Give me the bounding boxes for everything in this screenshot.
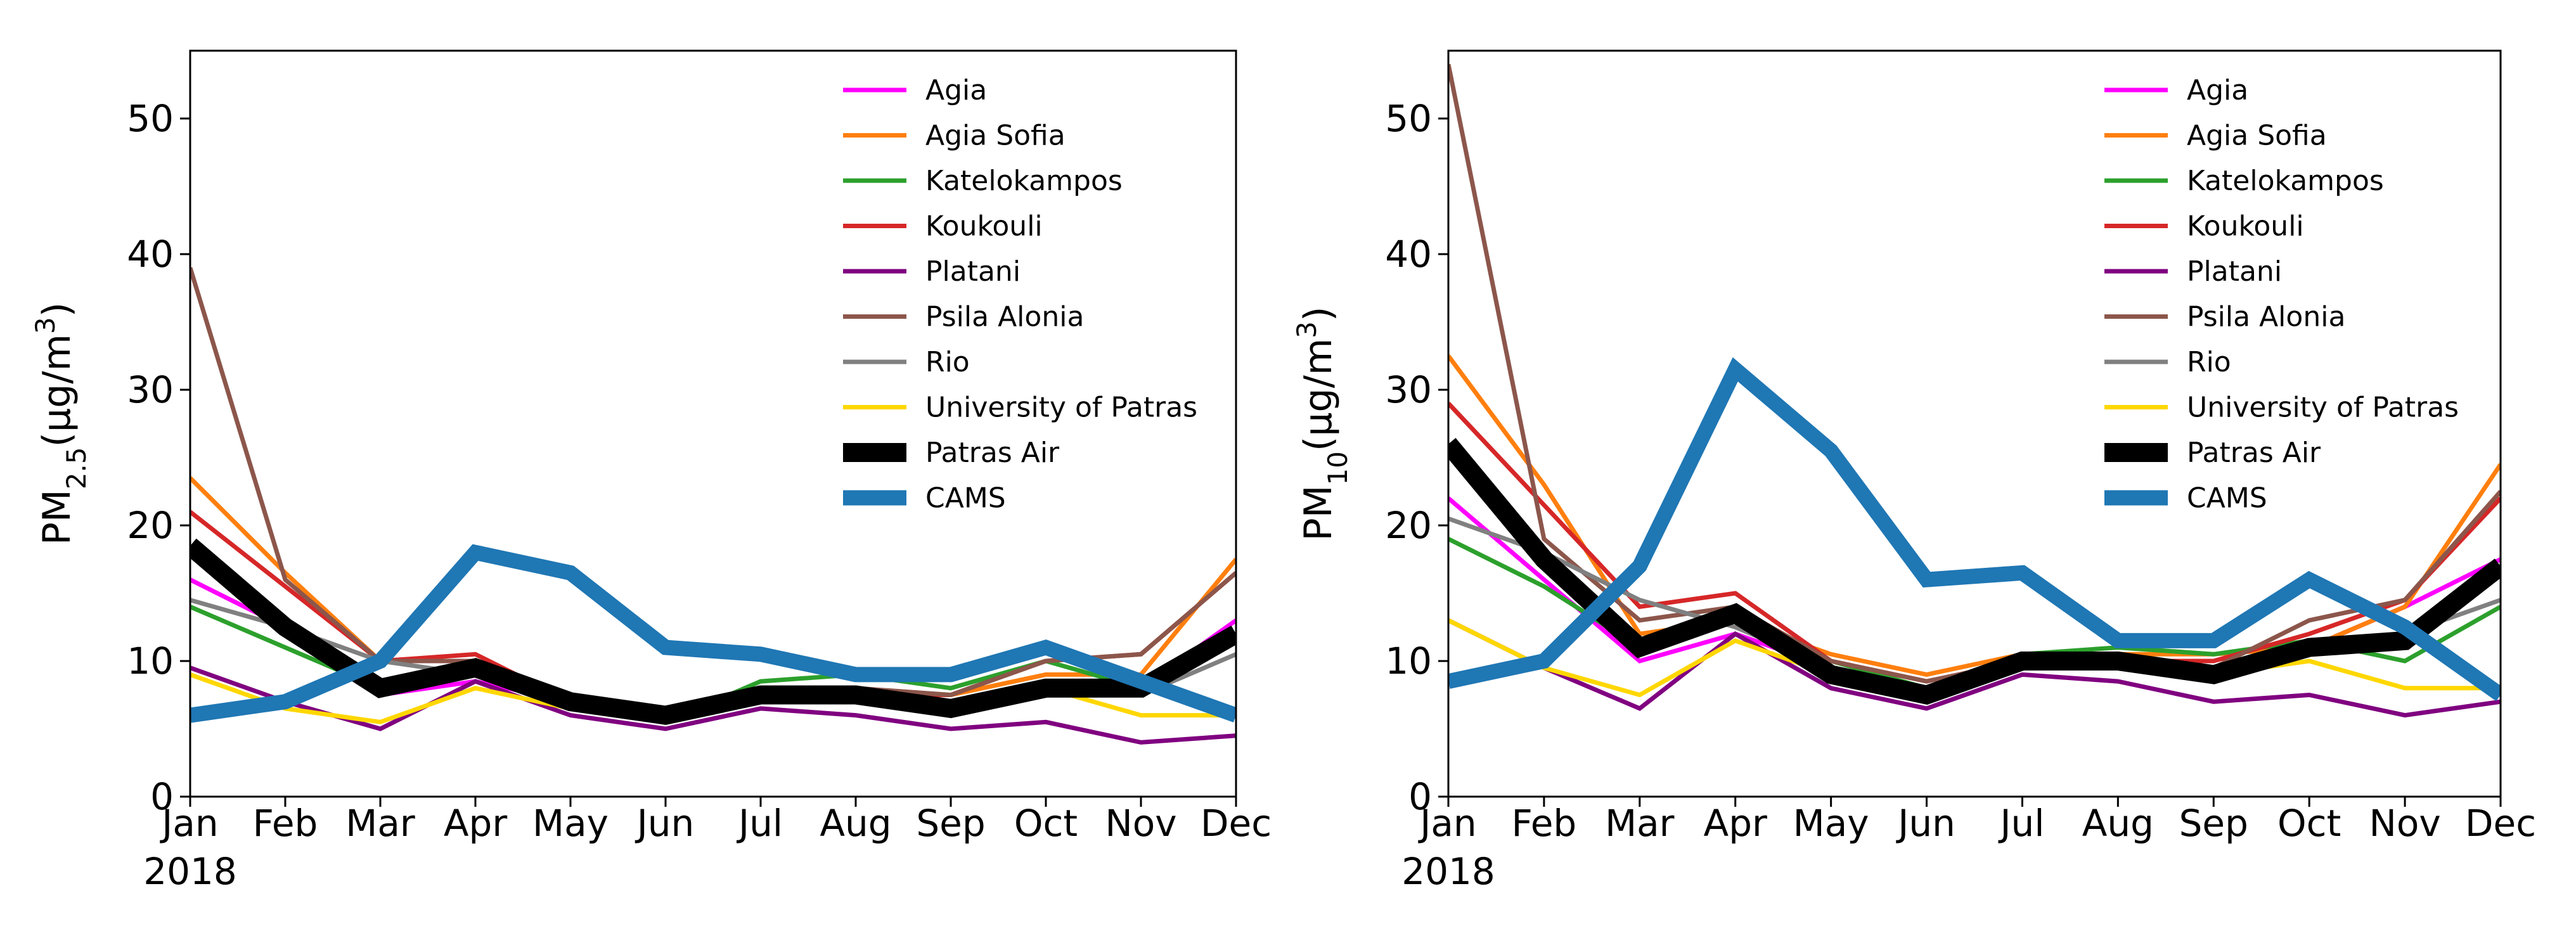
y-tick-label: 0 — [1408, 775, 1432, 818]
x-tick-label: Jul — [1998, 802, 2044, 845]
legend-label: Koukouli — [2187, 210, 2304, 243]
year-label: 2018 — [1401, 850, 1495, 893]
series-lines — [1448, 63, 2501, 718]
y-tick-label: 0 — [150, 775, 174, 818]
y-tick-label: 30 — [1385, 368, 1432, 411]
y-axis-label: PM2.5(μg/m3) — [30, 302, 92, 545]
pm10-chart: 0 10 20 30 40 50 Jan Feb Mar Apr May Jun Jul Aug Sep Oc… — [1291, 49, 2536, 893]
x-tick-label: Oct — [2277, 802, 2341, 845]
legend-label: Platani — [925, 255, 1021, 288]
legend-label: Patras Air — [925, 437, 1060, 469]
y-tick-label: 40 — [127, 233, 174, 276]
x-tick-label: Aug — [820, 802, 891, 845]
legend-label: Platani — [2187, 255, 2282, 288]
legend-label: Agia — [925, 74, 987, 106]
legend: Agia Agia Sofia Katelokampos Koukouli Platan… — [843, 74, 1197, 515]
series-line-psila-alonia — [190, 267, 1236, 711]
series-line-cams — [1448, 357, 2501, 702]
x-tick-label: Jun — [635, 802, 695, 845]
x-tick-label: Sep — [916, 802, 985, 845]
x-tick-label: Jul — [737, 802, 783, 845]
year-label: 2018 — [143, 850, 237, 893]
legend-label: University of Patras — [2187, 392, 2459, 424]
x-tick-label: Jan — [160, 802, 218, 845]
x-tick-label: Apr — [1704, 802, 1767, 845]
legend-label: University of Patras — [925, 392, 1197, 424]
y-tick-label: 10 — [1385, 639, 1432, 683]
x-tick-label: Feb — [1512, 802, 1577, 845]
y-tick-label: 50 — [127, 97, 174, 140]
x-tick-label: May — [532, 802, 609, 845]
series-lines — [190, 267, 1236, 745]
series-line-patras-air — [1448, 438, 2501, 705]
legend-label: Koukouli — [925, 210, 1043, 243]
legend-label: Rio — [2187, 346, 2231, 378]
legend-label: Patras Air — [2187, 437, 2321, 469]
legend-label: Agia — [2187, 74, 2248, 106]
y-tick-label: 20 — [127, 504, 174, 547]
plot-frame — [189, 49, 1237, 798]
y-tick-label: 40 — [1385, 233, 1432, 276]
legend-label: Psila Alonia — [925, 301, 1084, 333]
legend-label: Katelokampos — [925, 165, 1123, 197]
plot-frame — [1447, 49, 2502, 798]
pm25-chart: 0 10 20 30 40 50 Jan Feb Mar Apr May Jun Jul Aug Sep Oc… — [30, 49, 1272, 893]
x-tick-label: May — [1793, 802, 1869, 845]
y-tick-label: 50 — [1385, 97, 1432, 140]
x-tick-label: Dec — [2465, 802, 2536, 845]
series-line-platani — [1448, 618, 2501, 718]
x-tick-label: Mar — [1605, 802, 1675, 845]
x-tick-label: Feb — [253, 802, 318, 845]
x-tick-label: Oct — [1014, 802, 1078, 845]
x-tick-label: Nov — [1105, 802, 1176, 845]
legend-label: CAMS — [925, 482, 1006, 515]
legend-label: Rio — [925, 346, 970, 378]
legend-label: Psila Alonia — [2187, 301, 2345, 333]
series-line-platani — [190, 665, 1236, 745]
x-tick-label: Aug — [2082, 802, 2154, 845]
legend: Agia Agia Sofia Katelokampos Koukouli Platan… — [2104, 74, 2459, 515]
y-tick-label: 30 — [127, 368, 174, 411]
y-tick-label: 10 — [127, 639, 174, 683]
x-tick-label: Jan — [1418, 802, 1476, 845]
series-line-cams — [190, 544, 1236, 723]
legend-label: Agia Sofia — [925, 120, 1066, 152]
legend-label: CAMS — [2187, 482, 2267, 515]
legend-label: Agia Sofia — [2187, 120, 2327, 152]
x-tick-label: Sep — [2179, 802, 2248, 845]
legend-label: Katelokampos — [2187, 165, 2384, 197]
x-tick-label: Nov — [2369, 802, 2440, 845]
x-tick-label: Jun — [1896, 802, 1955, 845]
x-tick-label: Apr — [444, 802, 507, 845]
y-axis-label: PM10(μg/m3) — [1291, 307, 1353, 541]
y-tick-label: 20 — [1385, 504, 1432, 547]
x-tick-label: Mar — [345, 802, 415, 845]
x-tick-label: Dec — [1201, 802, 1272, 845]
series-line-patras-air — [190, 538, 1236, 725]
